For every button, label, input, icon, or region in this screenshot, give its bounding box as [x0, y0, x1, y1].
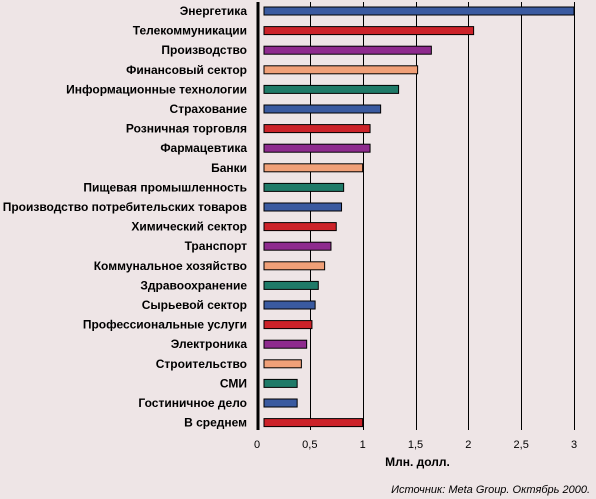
bar	[263, 261, 326, 271]
bar	[263, 300, 316, 310]
bar	[263, 124, 371, 134]
x-tick-label: 2	[465, 439, 471, 451]
category-label: Коммунальное хозяйство	[94, 259, 247, 273]
category-label: Энергетика	[180, 4, 248, 18]
category-label: Электроника	[171, 337, 248, 351]
category-label: Фармацевтика	[160, 141, 247, 155]
bar	[263, 182, 345, 192]
bar	[263, 339, 308, 349]
bar	[263, 398, 298, 408]
category-label: Банки	[211, 161, 247, 175]
category-label: Страхование	[170, 102, 248, 116]
bar	[263, 359, 302, 369]
category-label: Пищевая промышленность	[83, 180, 247, 194]
bar	[263, 378, 298, 388]
bar	[263, 45, 432, 55]
bar	[263, 104, 382, 114]
category-label: Производство потребительских товаров	[3, 200, 247, 214]
x-axis-title: Млн. долл.	[385, 455, 450, 469]
x-tick-label: 1	[360, 439, 366, 451]
source-note: Источник: Meta Group. Октябрь 2000.	[391, 484, 590, 496]
category-label: Розничная торговля	[126, 122, 247, 136]
category-label: Производство	[161, 43, 247, 57]
category-label: Химический сектор	[131, 220, 247, 234]
category-label: В среднем	[184, 416, 247, 430]
x-tick-label: 0,5	[302, 439, 317, 451]
x-tick-label: 3	[571, 439, 577, 451]
bar	[263, 26, 475, 36]
bar	[263, 84, 400, 94]
category-label: Здравоохранение	[140, 278, 247, 292]
category-label: Профессиональные услуги	[83, 318, 247, 332]
bar	[263, 241, 332, 251]
bar	[263, 418, 364, 428]
category-label: Гостиничное дело	[138, 396, 247, 410]
category-label: Телекоммуникации	[133, 24, 247, 38]
x-tick-label: 1,5	[408, 439, 423, 451]
category-label: Транспорт	[185, 239, 248, 253]
bar	[263, 222, 337, 232]
bar	[263, 65, 419, 75]
bar	[263, 163, 364, 173]
bar	[263, 320, 313, 330]
category-label: СМИ	[220, 376, 247, 390]
category-label: Сырьевой сектор	[142, 298, 247, 312]
category-label: Строительство	[156, 357, 247, 371]
category-label: Информационные технологии	[66, 82, 247, 96]
category-label: Финансовый сектор	[126, 63, 247, 77]
bar	[263, 280, 319, 290]
bar	[263, 202, 343, 212]
x-tick-label: 0	[254, 439, 260, 451]
bar	[263, 143, 371, 153]
x-tick-label: 2,5	[514, 439, 529, 451]
bar	[263, 6, 575, 16]
